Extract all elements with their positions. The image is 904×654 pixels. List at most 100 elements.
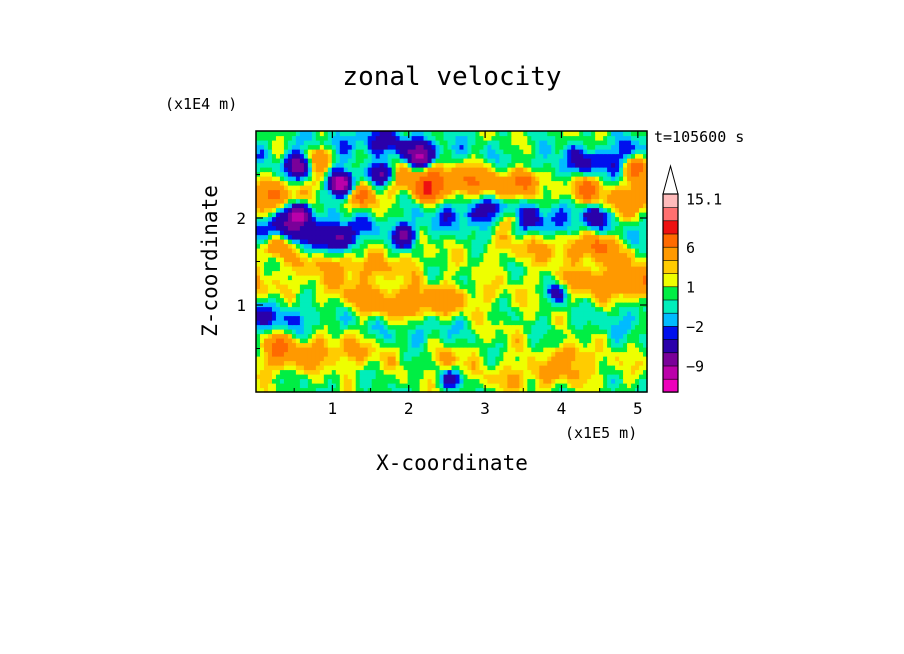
heatmap-cell xyxy=(539,212,544,218)
heatmap-cell xyxy=(635,207,640,213)
heatmap-cell xyxy=(427,180,433,186)
heatmap-cell xyxy=(367,324,373,330)
heatmap-cell xyxy=(343,266,349,272)
heatmap-cell xyxy=(435,207,441,213)
heatmap-cell xyxy=(459,261,465,267)
heatmap-cell xyxy=(291,234,297,240)
heatmap-cell xyxy=(331,383,337,389)
heatmap-cell xyxy=(479,180,485,186)
heatmap-cell xyxy=(543,360,548,366)
heatmap-cell xyxy=(635,198,640,204)
heatmap-cell xyxy=(451,266,457,272)
heatmap-cell xyxy=(531,239,536,245)
heatmap-cell xyxy=(539,167,544,173)
heatmap-cell xyxy=(423,329,429,335)
heatmap-cell xyxy=(619,162,624,168)
heatmap-cell xyxy=(287,167,293,173)
heatmap-cell xyxy=(407,162,413,168)
heatmap-cell xyxy=(415,378,421,384)
heatmap-cell xyxy=(359,176,365,182)
heatmap-cell xyxy=(327,369,333,375)
heatmap-cell xyxy=(503,365,508,371)
heatmap-cell xyxy=(435,221,441,227)
heatmap-cell xyxy=(431,338,437,344)
heatmap-cell xyxy=(487,185,492,191)
heatmap-cell xyxy=(419,365,425,371)
heatmap-cell xyxy=(623,171,628,177)
heatmap-cell xyxy=(399,360,405,366)
heatmap-cell xyxy=(427,221,433,227)
heatmap-cell xyxy=(427,176,433,182)
heatmap-cell xyxy=(511,374,516,380)
heatmap-cell xyxy=(451,293,457,299)
heatmap-cell xyxy=(351,212,357,218)
heatmap-cell xyxy=(431,275,437,281)
heatmap-cell xyxy=(531,383,536,389)
heatmap-cell xyxy=(575,279,580,285)
heatmap-cell xyxy=(487,378,492,384)
heatmap-cell xyxy=(355,212,361,218)
heatmap-cell xyxy=(339,248,345,254)
heatmap-cell xyxy=(303,221,309,227)
heatmap-cell xyxy=(607,369,612,375)
heatmap-cell xyxy=(303,162,309,168)
heatmap-cell xyxy=(351,374,357,380)
heatmap-cell xyxy=(599,230,604,236)
heatmap-cell xyxy=(635,306,640,312)
heatmap-cell xyxy=(395,248,401,254)
heatmap-cell xyxy=(627,374,632,380)
heatmap-cell xyxy=(527,338,532,344)
heatmap-cell xyxy=(583,198,588,204)
heatmap-cell xyxy=(487,320,492,326)
heatmap-cell xyxy=(391,302,397,308)
heatmap-cell xyxy=(511,189,516,195)
heatmap-cell xyxy=(379,221,385,227)
heatmap-cell xyxy=(555,288,560,294)
heatmap-cell xyxy=(403,167,409,173)
heatmap-cell xyxy=(571,261,576,267)
heatmap-cell xyxy=(459,302,465,308)
heatmap-cell xyxy=(435,198,441,204)
heatmap-cell xyxy=(423,243,429,249)
heatmap-cell xyxy=(423,221,429,227)
heatmap-cell xyxy=(303,275,309,281)
heatmap-cell xyxy=(607,203,612,209)
heatmap-cell xyxy=(587,324,592,330)
heatmap-cell xyxy=(571,230,576,236)
heatmap-cell xyxy=(395,252,401,258)
heatmap-cell xyxy=(359,360,365,366)
heatmap-cell xyxy=(579,189,584,195)
heatmap-cell xyxy=(287,162,293,168)
heatmap-cell xyxy=(595,185,600,191)
heatmap-cell xyxy=(499,387,504,393)
heatmap-cell xyxy=(591,320,596,326)
heatmap-cell xyxy=(627,266,632,272)
heatmap-cell xyxy=(267,198,273,204)
heatmap-cell xyxy=(475,387,481,393)
heatmap-cell xyxy=(619,266,624,272)
heatmap-cell xyxy=(287,284,293,290)
heatmap-cell xyxy=(635,212,640,218)
heatmap-cell xyxy=(275,171,281,177)
heatmap-cell xyxy=(511,288,516,294)
heatmap-cell xyxy=(551,230,556,236)
heatmap-cell xyxy=(563,185,568,191)
heatmap-cell xyxy=(343,194,349,200)
heatmap-cell xyxy=(375,387,381,393)
heatmap-cell xyxy=(267,266,273,272)
heatmap-cell xyxy=(259,360,265,366)
heatmap-cell xyxy=(327,212,333,218)
heatmap-cell xyxy=(595,293,600,299)
heatmap-cell xyxy=(331,369,337,375)
heatmap-cell xyxy=(379,351,385,357)
heatmap-cell xyxy=(643,284,648,290)
heatmap-cell xyxy=(639,270,644,276)
heatmap-cell xyxy=(403,239,409,245)
heatmap-cell xyxy=(583,194,588,200)
heatmap-cell xyxy=(331,347,337,353)
heatmap-cell xyxy=(643,207,648,213)
heatmap-cell xyxy=(463,306,469,312)
heatmap-cell xyxy=(271,351,277,357)
heatmap-cell xyxy=(291,194,297,200)
heatmap-cell xyxy=(415,194,421,200)
